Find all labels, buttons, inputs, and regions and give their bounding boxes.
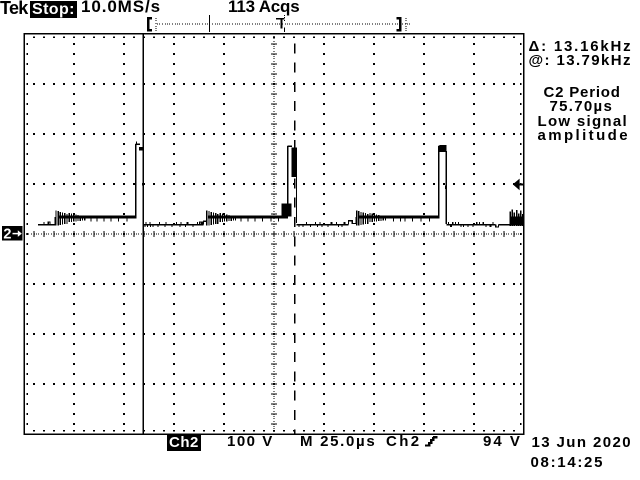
svg-text:2: 2 — [3, 227, 11, 243]
